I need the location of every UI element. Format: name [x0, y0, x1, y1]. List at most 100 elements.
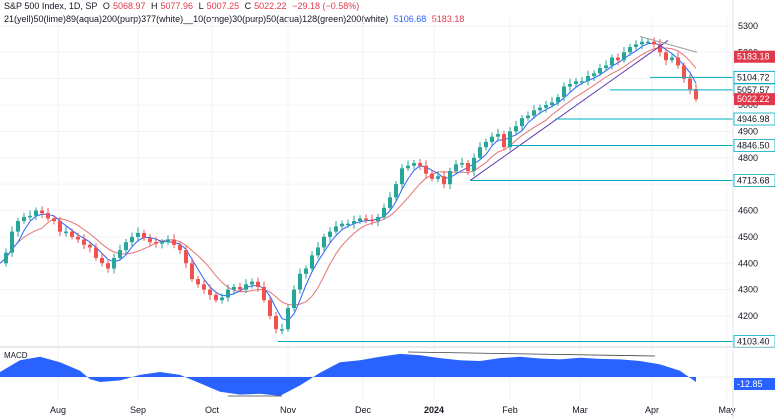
candle-body	[316, 247, 320, 256]
candle-body	[652, 41, 656, 45]
close-label: C	[244, 1, 252, 11]
candle-body	[46, 213, 50, 219]
y-tick-label: 4500	[738, 232, 758, 242]
candle-body	[358, 218, 362, 222]
x-tick-label: Nov	[280, 405, 297, 415]
candle-body	[448, 170, 452, 185]
candle-body	[52, 218, 56, 222]
candle-body	[496, 134, 500, 137]
candle-body	[196, 279, 200, 285]
x-tick-label: May	[718, 405, 736, 415]
level-label-box	[733, 112, 775, 126]
trendline-resistance	[639, 35, 698, 53]
x-tick-label: Dec	[355, 405, 372, 415]
candle-body	[550, 102, 554, 106]
candle-body	[184, 250, 188, 264]
level-label-box	[734, 50, 775, 63]
candle-body	[436, 176, 440, 179]
candle-body	[640, 41, 644, 45]
candle-body	[262, 286, 266, 301]
candle-body	[538, 107, 542, 111]
candle-body	[376, 217, 380, 222]
level-label: 4713.68	[737, 176, 770, 186]
candle-body	[148, 238, 152, 243]
level-label: 4846.50	[737, 141, 770, 151]
y-tick-label: 4800	[738, 153, 758, 163]
candle-body	[334, 226, 338, 232]
candle-body	[646, 41, 650, 44]
macd-area	[0, 353, 696, 396]
symbol-title: S&P 500 Index, 1D, SP	[4, 1, 98, 11]
candle-body	[568, 83, 572, 87]
candle-body	[490, 136, 494, 142]
candle-body	[634, 44, 638, 48]
candle-body	[100, 257, 104, 264]
candle-body	[40, 210, 44, 214]
candle-body	[214, 294, 218, 301]
candle-body	[250, 281, 254, 285]
open-label: O	[102, 1, 110, 11]
candle-body	[394, 184, 398, 198]
candle-body	[442, 176, 446, 185]
candle-body	[10, 231, 14, 253]
candle-body	[268, 300, 272, 316]
candle-body	[532, 110, 536, 116]
candle-body	[424, 165, 428, 174]
candle-body	[346, 223, 350, 226]
candle-body	[310, 255, 314, 269]
candle-body	[562, 86, 566, 98]
close-value: 5022.22	[254, 1, 287, 11]
candle-body	[382, 207, 386, 218]
candle-body	[670, 57, 674, 61]
candle-body	[4, 252, 8, 264]
level-label: 5183.18	[737, 52, 770, 62]
macd-value-label: -12.85	[737, 379, 763, 389]
candle-body	[130, 236, 134, 243]
candle-body	[616, 57, 620, 61]
indicator-value-1: 5106.68	[393, 14, 427, 24]
candle-body	[598, 68, 602, 74]
change-value: −29.18 (−0.58%)	[292, 1, 360, 11]
level-label: 5022.22	[737, 94, 770, 104]
macd-label: MACD	[4, 351, 28, 360]
candle-body	[70, 231, 74, 237]
candle-body	[418, 163, 422, 166]
indicator-value-2: 5183.18	[431, 14, 465, 24]
macd-divergence-line	[407, 351, 656, 357]
candle-body	[58, 221, 62, 232]
candle-body	[82, 239, 86, 245]
level-label-box	[733, 174, 775, 187]
candle-body	[274, 315, 278, 330]
candle-body	[220, 297, 224, 301]
candle-body	[136, 232, 140, 237]
candle-body	[106, 263, 110, 269]
candle-body	[340, 223, 344, 227]
level-label: 5057.57	[737, 85, 770, 95]
level-label-box	[733, 139, 775, 152]
candle-body	[430, 173, 434, 179]
candle-body	[676, 57, 680, 66]
low-label: L	[198, 1, 204, 11]
candle-body	[244, 284, 248, 290]
ma-fast-line	[0, 42, 697, 322]
candle-body	[502, 134, 506, 148]
candle-body	[622, 52, 626, 61]
candle-body	[682, 65, 686, 79]
candle-body	[256, 281, 260, 287]
candle-body	[142, 232, 146, 239]
candle-body	[28, 215, 32, 218]
candle-body	[370, 219, 374, 222]
candle-body	[22, 217, 26, 222]
candle-body	[124, 242, 128, 251]
y-tick-label: 4300	[738, 285, 758, 295]
candle-body	[364, 218, 368, 220]
candle-body	[544, 105, 548, 108]
candle-body	[412, 163, 416, 166]
candle-body	[352, 221, 356, 224]
candle-body	[610, 57, 614, 66]
candle-body	[580, 81, 584, 83]
candle-body	[88, 244, 92, 248]
candle-body	[400, 168, 404, 185]
candle-body	[34, 210, 38, 216]
